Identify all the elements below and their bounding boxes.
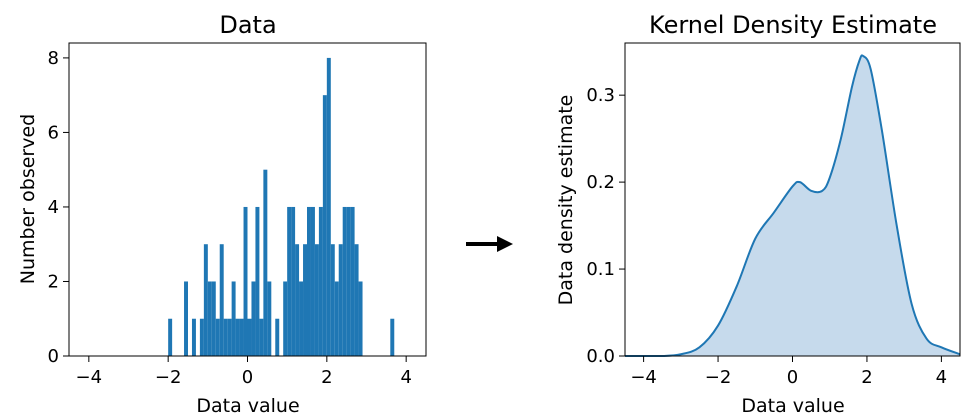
kde-line [625, 54, 961, 357]
kde-y-ticks: 0.0 0.1 0.2 0.3 [586, 85, 625, 367]
kde-y-label: Data density estimate [555, 95, 577, 306]
histogram-bar [307, 206, 311, 356]
histogram-bar [295, 244, 300, 356]
histogram-bar [310, 206, 315, 356]
histogram-bar [346, 206, 351, 356]
kde-y-tick-label: 0.3 [586, 85, 615, 106]
kde-x-ticks: −4 −2 0 2 4 [630, 356, 947, 388]
kde-x-tick-label: 2 [861, 367, 872, 388]
histogram-x-ticks: −4 −2 0 2 4 [76, 356, 412, 388]
histogram-bar [199, 318, 204, 356]
histogram-bar [215, 318, 220, 356]
histogram-y-label: Number observed [17, 114, 39, 284]
histogram-bar [354, 244, 359, 356]
histogram-bar [247, 318, 252, 356]
histogram-bar [223, 318, 228, 356]
histogram-bar [207, 281, 212, 356]
histogram-y-ticks: 0 2 4 6 8 [48, 48, 69, 367]
histogram-y-tick-label: 0 [48, 346, 59, 367]
histogram-bar [358, 281, 363, 356]
histogram-bar [219, 244, 224, 356]
histogram-bar [275, 318, 280, 356]
histogram-bar [211, 281, 216, 356]
histogram-y-tick-label: 2 [48, 271, 59, 292]
histogram-bar [235, 318, 240, 356]
histogram-bar [390, 318, 395, 356]
histogram-bar [303, 244, 307, 356]
histogram-x-label: Data value [196, 395, 299, 417]
histogram-bar [334, 281, 339, 356]
histogram-bar [263, 169, 268, 356]
histogram-bar [259, 318, 264, 356]
histogram-bar [283, 281, 288, 356]
histogram-bar [299, 281, 304, 356]
kde-x-tick-label: −2 [705, 367, 732, 388]
kde-x-tick-label: −4 [630, 367, 657, 388]
histogram-bars [168, 57, 395, 357]
histogram-x-tick-label: 0 [242, 367, 253, 388]
histogram-bar [267, 281, 272, 356]
histogram-x-tick-label: 2 [321, 367, 332, 388]
histogram-bar [330, 244, 335, 356]
histogram-bar [342, 206, 347, 356]
histogram-bar [350, 206, 355, 356]
kde-title: Kernel Density Estimate [649, 11, 937, 39]
histogram-y-tick-label: 8 [48, 48, 59, 69]
histogram-bar [243, 206, 248, 356]
kde-y-tick-label: 0.2 [586, 172, 615, 193]
histogram-bar [255, 206, 260, 356]
histogram-bar [314, 244, 319, 356]
histogram-bar [251, 281, 256, 356]
kde-panel: Kernel Density Estimate −4 −2 0 2 4 0.00.10.… [555, 11, 961, 417]
histogram-bar [326, 57, 331, 357]
histogram-bar [318, 206, 323, 356]
histogram-bar [291, 206, 296, 356]
histogram-x-tick-label: −4 [76, 367, 103, 388]
histogram-x-tick-label: 4 [400, 367, 411, 388]
histogram-bar [338, 244, 343, 356]
kde-x-tick-label: 0 [787, 367, 798, 388]
histogram-bar [203, 244, 208, 356]
kde-y-tick-label: 0.1 [586, 259, 615, 280]
right-arrow-icon [466, 236, 513, 252]
kde-x-tick-label: 4 [936, 367, 947, 388]
histogram-bar [287, 206, 292, 356]
histogram-title: Data [219, 11, 276, 39]
histogram-y-tick-label: 4 [48, 197, 59, 218]
histogram-panel: Data −4 −2 0 2 4 0 2 4 6 8 Data value Number obs… [17, 11, 427, 417]
histogram-bar [168, 318, 173, 356]
histogram-y-tick-label: 6 [48, 122, 59, 143]
histogram-bar [191, 318, 196, 356]
histogram-bar [231, 281, 236, 356]
histogram-bar [184, 281, 188, 356]
histogram-x-tick-label: −2 [155, 367, 182, 388]
histogram-bar [239, 318, 244, 356]
kde-y-tick-label: 0.0 [586, 346, 615, 367]
histogram-bar [322, 95, 327, 357]
histogram-bar [227, 318, 232, 356]
kde-x-label: Data value [741, 395, 844, 417]
kde-area [625, 55, 960, 356]
